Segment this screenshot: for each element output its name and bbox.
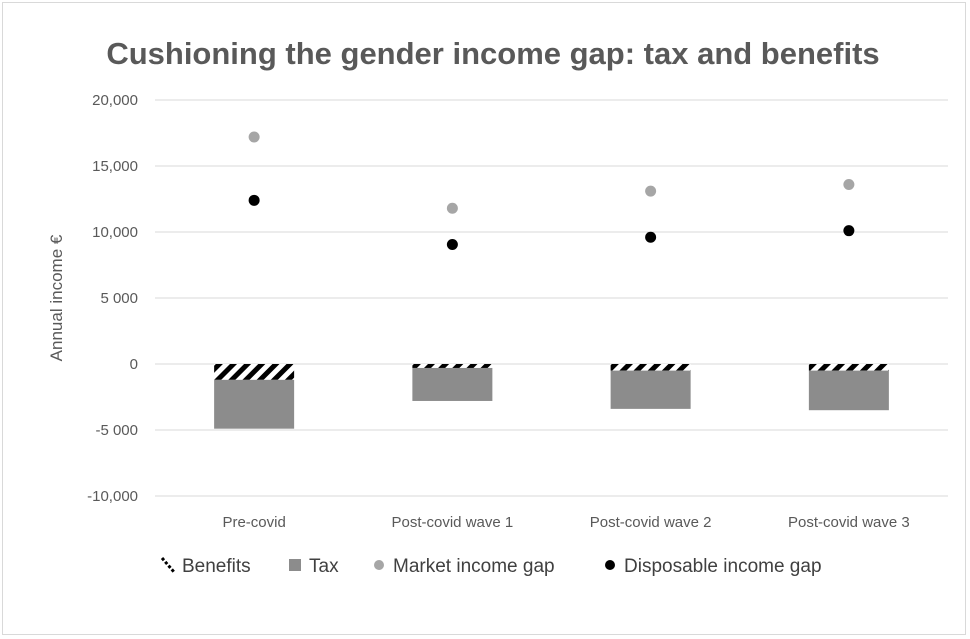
legend-swatch — [605, 560, 615, 570]
point-market-income-gap — [248, 131, 260, 143]
y-tick-label: 10,000 — [92, 224, 138, 241]
legend-label: Benefits — [182, 556, 251, 577]
x-category-label: Post-covid wave 3 — [788, 514, 910, 531]
x-category-label: Pre-covid — [222, 514, 285, 531]
y-axis-label: Annual income € — [47, 234, 66, 361]
y-tick-label: 5 000 — [100, 290, 138, 307]
bar-tax — [808, 370, 889, 411]
legend: Benefits Tax Market income gap Disposable i… — [160, 556, 822, 577]
y-tick-label: 20,000 — [92, 92, 138, 109]
x-category-label: Post-covid wave 1 — [392, 514, 514, 531]
legend-swatch — [374, 560, 384, 570]
legend-label: Tax — [309, 556, 339, 577]
bar-benefits — [610, 364, 691, 371]
legend-label: Disposable income gap — [624, 556, 822, 577]
point-disposable-income-gap — [248, 194, 260, 206]
point-market-income-gap — [446, 202, 458, 214]
y-axis-ticks: 20,000 15,000 10,000 5 000 0 -5 000 -10,000 — [87, 92, 138, 505]
point-disposable-income-gap — [645, 231, 657, 243]
y-tick-label: -5 000 — [95, 422, 138, 439]
legend-label: Market income gap — [393, 556, 555, 577]
y-tick-label: 15,000 — [92, 158, 138, 175]
x-category-label: Post-covid wave 2 — [590, 514, 712, 531]
y-tick-label: -10,000 — [87, 488, 138, 505]
y-tick-label: 0 — [130, 356, 138, 373]
point-market-income-gap — [843, 178, 855, 190]
bar-tax — [214, 379, 295, 429]
legend-swatch — [160, 557, 176, 573]
legend-swatch — [289, 559, 301, 571]
bar-tax — [610, 370, 691, 409]
x-axis-categories: Pre-covid Post-covid wave 1 Post-covid wav… — [222, 514, 909, 531]
bar-benefits — [808, 364, 889, 371]
bars — [214, 364, 889, 429]
bar-benefits — [412, 364, 493, 368]
point-disposable-income-gap — [446, 239, 458, 251]
point-disposable-income-gap — [843, 225, 855, 237]
bar-tax — [412, 367, 493, 401]
bar-benefits — [214, 364, 295, 380]
point-market-income-gap — [645, 185, 657, 197]
chart-title: Cushioning the gender income gap: tax an… — [106, 36, 879, 71]
gridlines — [155, 99, 948, 497]
markers — [248, 131, 855, 251]
